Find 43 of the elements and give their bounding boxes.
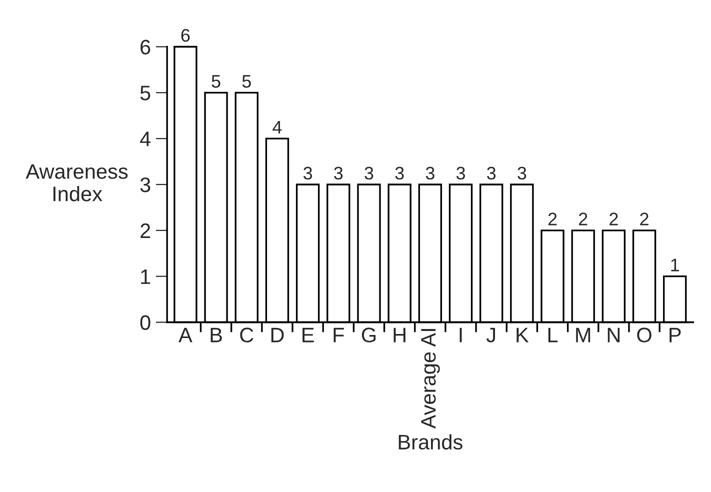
y-tick-label: 6	[140, 40, 150, 54]
x-tick-label: H	[394, 328, 406, 342]
x-tick-label: J	[486, 328, 495, 342]
x-tick-label: Average AI	[421, 329, 440, 429]
data-label: 2	[548, 212, 557, 226]
data-label: 2	[640, 212, 648, 226]
data-label: 4	[272, 121, 282, 134]
data-label: 3	[395, 166, 404, 180]
x-tick-label: L	[548, 328, 558, 342]
data-label: 5	[212, 75, 220, 88]
y-axis-title: Awareness Index	[26, 164, 128, 202]
x-tick-label: F	[334, 328, 344, 342]
data-label: 3	[456, 166, 465, 180]
x-tick-label: C	[240, 328, 254, 342]
y-tick-label: 5	[140, 86, 150, 100]
x-tick-label: O	[637, 328, 652, 342]
data-label: 2	[578, 212, 588, 226]
x-axis-title: Brands	[398, 434, 462, 450]
x-tick-label: N	[608, 328, 620, 342]
data-label: 3	[487, 166, 496, 180]
y-tick-label: 2	[140, 223, 150, 238]
data-label: 5	[242, 75, 251, 88]
x-tick-label: A	[178, 328, 192, 342]
data-label: 3	[303, 166, 312, 180]
data-label: 3	[334, 166, 343, 180]
data-label: 3	[426, 166, 434, 180]
x-tick-label: M	[576, 328, 590, 342]
data-label: 1	[671, 258, 680, 272]
x-tick-label: B	[210, 328, 222, 342]
y-tick-label: 4	[140, 132, 151, 146]
x-tick-label: K	[516, 328, 529, 342]
x-tick-label: D	[271, 328, 284, 342]
x-tick-label: E	[302, 328, 314, 342]
x-tick-label: I	[460, 328, 462, 342]
data-label: 3	[364, 166, 374, 180]
y-tick-label: 1	[141, 270, 150, 284]
data-label: 3	[518, 166, 526, 180]
x-tick-label: G	[362, 328, 376, 342]
x-tick-label: P	[670, 328, 681, 342]
y-tick-label: 0	[140, 315, 150, 330]
data-label: 2	[610, 212, 618, 226]
y-tick-label: 3	[140, 178, 150, 192]
data-label: 6	[181, 28, 190, 42]
